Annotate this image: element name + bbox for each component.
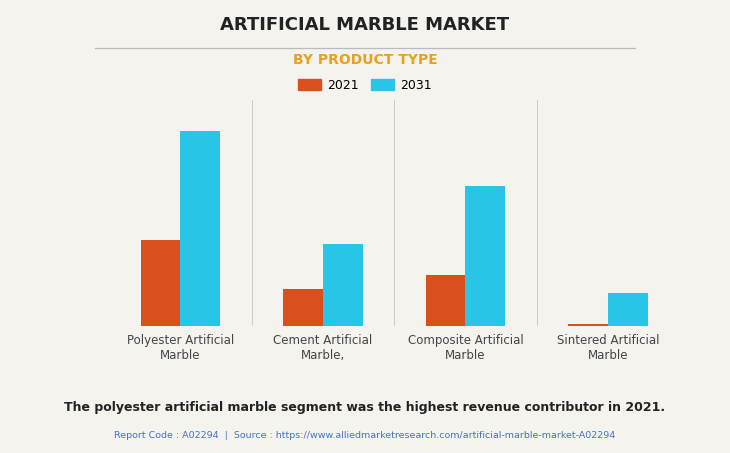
Text: ARTIFICIAL MARBLE MARKET: ARTIFICIAL MARBLE MARKET xyxy=(220,16,510,34)
Text: BY PRODUCT TYPE: BY PRODUCT TYPE xyxy=(293,53,437,67)
Text: Report Code : A02294  |  Source : https://www.alliedmarketresearch.com/artificia: Report Code : A02294 | Source : https://… xyxy=(115,431,615,440)
Bar xyxy=(426,275,466,326)
Bar xyxy=(568,324,608,326)
Bar xyxy=(466,186,505,326)
Legend: 2021, 2031: 2021, 2031 xyxy=(299,79,431,92)
Text: The polyester artificial marble segment was the highest revenue contributor in 2: The polyester artificial marble segment … xyxy=(64,401,666,414)
Bar xyxy=(180,130,220,326)
Bar xyxy=(608,293,648,326)
Bar xyxy=(283,289,323,326)
Bar xyxy=(323,244,363,326)
Bar xyxy=(140,240,180,326)
